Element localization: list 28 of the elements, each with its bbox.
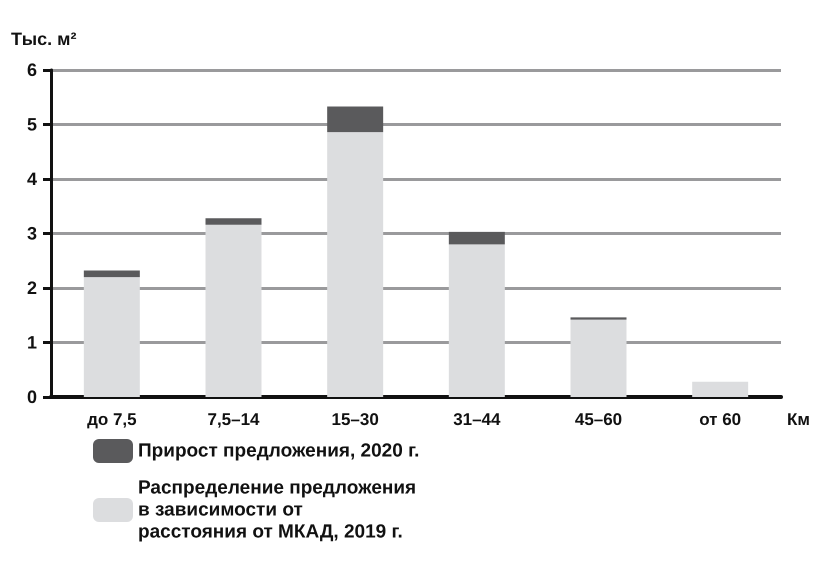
x-tick-label: 31–44 [453,410,502,429]
bar [448,232,505,244]
bar [570,317,626,320]
y-tick-label: 6 [26,60,37,80]
bar [448,244,505,397]
x-tick-label: 7,5–14 [208,410,260,429]
legend-label: Прирост предложения, 2020 г. [138,440,420,462]
bar [692,382,748,397]
bar [327,106,384,132]
y-tick-label: 3 [26,224,37,244]
x-tick-label: 45–60 [574,410,622,429]
bar [206,224,262,397]
bar [570,320,626,397]
x-tick-label: до 7,5 [87,410,137,429]
y-tick-label: 5 [26,114,37,134]
x-axis-title: Км [787,410,810,429]
x-tick-label: от 60 [699,410,742,429]
y-tick-label: 2 [26,278,37,298]
y-tick-label: 0 [26,387,37,407]
y-tick-label: 1 [26,332,37,352]
bar [327,132,384,397]
y-tick-label: 4 [26,169,37,189]
bar [84,277,140,397]
bar [206,218,262,225]
x-tick-label: 15–30 [332,410,379,429]
bar [84,270,140,278]
y-axis-title: Тыс. м² [11,29,76,49]
legend-label: Распределение предложения в зависимости от расстояния от МКАД, 2019 г. [138,478,422,542]
